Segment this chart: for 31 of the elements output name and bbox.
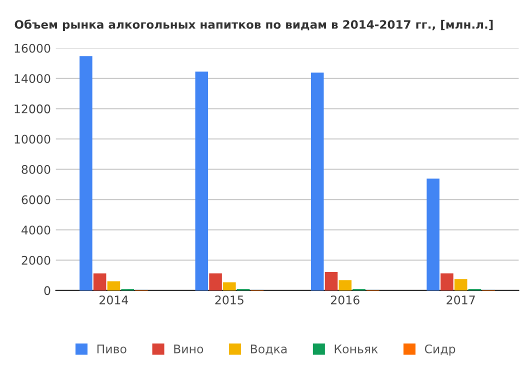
chart-title: Объем рынка алкогольных напитков по видам в 2014-2017 гг., [млн.л.] bbox=[14, 20, 493, 32]
bar bbox=[195, 72, 208, 290]
bar bbox=[310, 72, 324, 290]
y-tick-label: 2000 bbox=[22, 256, 50, 265]
y-tick-label: 16000 bbox=[14, 44, 50, 53]
y-tick-label: 0 bbox=[44, 286, 50, 296]
y-tick-label: 14000 bbox=[14, 74, 50, 84]
bar bbox=[223, 282, 236, 290]
x-tick-label: 2017 bbox=[446, 296, 475, 304]
bar bbox=[324, 272, 338, 290]
legend-label: Коньяк bbox=[334, 344, 378, 354]
legend-label: Сидр bbox=[424, 344, 456, 356]
x-tick-label: 2015 bbox=[215, 296, 244, 304]
bar bbox=[440, 273, 454, 290]
legend-label: Вино bbox=[174, 344, 204, 354]
bar bbox=[80, 56, 92, 290]
y-tick-label: 6000 bbox=[22, 195, 50, 204]
y-tick-label: 10000 bbox=[14, 134, 50, 144]
bar bbox=[107, 281, 120, 290]
bar bbox=[338, 280, 352, 290]
bar bbox=[93, 273, 106, 290]
legend-label: Водка bbox=[250, 344, 287, 355]
y-tick-label: 8000 bbox=[22, 165, 50, 174]
y-tick-label: 4000 bbox=[22, 226, 50, 235]
bar bbox=[454, 279, 468, 290]
legend-label: Пиво bbox=[97, 344, 126, 354]
bar bbox=[426, 178, 440, 290]
x-tick-label: 2014 bbox=[100, 296, 128, 304]
y-tick-label: 12000 bbox=[14, 104, 50, 114]
x-tick-label: 2016 bbox=[330, 296, 360, 304]
bar bbox=[209, 273, 222, 290]
